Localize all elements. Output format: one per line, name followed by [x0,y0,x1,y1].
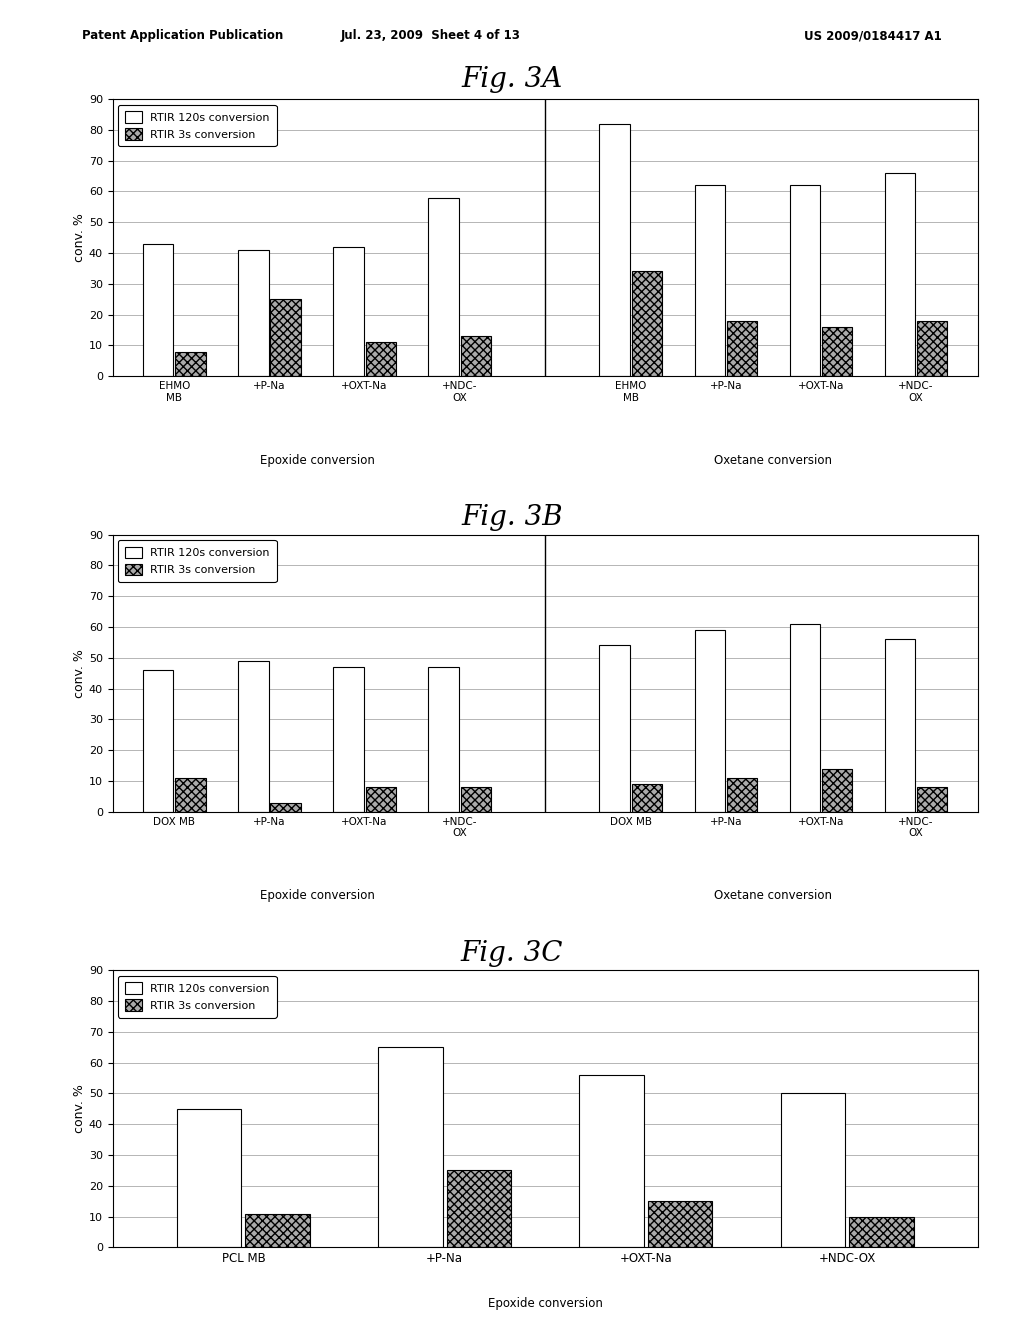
Text: Epoxide conversion: Epoxide conversion [260,890,375,903]
Y-axis label: conv. %: conv. % [73,213,86,263]
Bar [599,645,630,812]
Bar [461,787,492,812]
Bar [694,185,725,376]
Bar [694,630,725,812]
Text: US 2009/0184417 A1: US 2009/0184417 A1 [804,29,942,42]
Bar [918,787,947,812]
Bar [239,661,268,812]
Bar [239,249,268,376]
Bar [270,803,301,812]
Text: Oxetane conversion: Oxetane conversion [715,890,833,903]
Bar [461,337,492,376]
Text: Jul. 23, 2009  Sheet 4 of 13: Jul. 23, 2009 Sheet 4 of 13 [340,29,520,42]
Legend: RTIR 120s conversion, RTIR 3s conversion: RTIR 120s conversion, RTIR 3s conversion [118,540,276,582]
Bar [175,777,206,812]
Legend: RTIR 120s conversion, RTIR 3s conversion: RTIR 120s conversion, RTIR 3s conversion [118,104,276,147]
Bar [428,667,459,812]
Text: Patent Application Publication: Patent Application Publication [82,29,284,42]
Bar [366,787,396,812]
Bar [780,1093,845,1247]
Text: Epoxide conversion: Epoxide conversion [487,1298,603,1311]
Bar [270,300,301,376]
Bar [822,327,852,376]
Bar [378,1047,442,1247]
Text: Oxetane conversion: Oxetane conversion [715,454,833,467]
Legend: RTIR 120s conversion, RTIR 3s conversion: RTIR 120s conversion, RTIR 3s conversion [118,975,276,1018]
Bar [177,1109,242,1247]
Y-axis label: conv. %: conv. % [73,1084,86,1134]
Bar [246,1213,310,1247]
Text: Epoxide conversion: Epoxide conversion [260,454,375,467]
Bar [727,777,758,812]
Bar [648,1201,713,1247]
Text: Fig. 3C: Fig. 3C [461,940,563,966]
Bar [428,198,459,376]
Bar [918,321,947,376]
Bar [790,185,820,376]
Bar [599,124,630,376]
Bar [822,768,852,812]
Bar [175,351,206,376]
Bar [580,1074,644,1247]
Bar [790,624,820,812]
Bar [727,321,758,376]
Bar [333,667,364,812]
Bar [143,244,173,376]
Bar [885,639,915,812]
Bar [446,1171,511,1247]
Bar [632,784,663,812]
Bar [143,671,173,812]
Text: Fig. 3B: Fig. 3B [461,504,563,531]
Bar [366,342,396,376]
Bar [333,247,364,376]
Bar [632,272,663,376]
Y-axis label: conv. %: conv. % [73,648,86,698]
Bar [849,1217,913,1247]
Text: Fig. 3A: Fig. 3A [462,66,562,92]
Bar [885,173,915,376]
